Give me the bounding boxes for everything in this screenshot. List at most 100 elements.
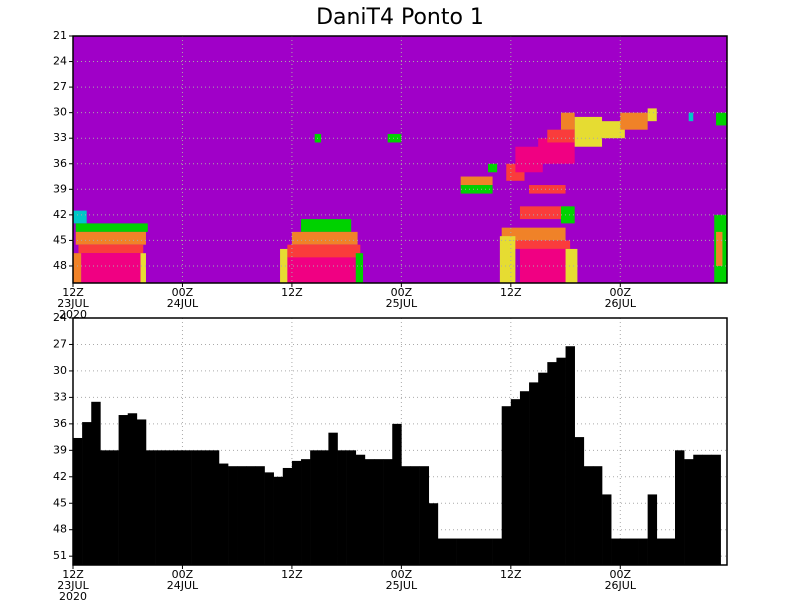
bar: [291, 460, 302, 565]
x-tick-label: 12Z: [281, 286, 303, 299]
bar: [665, 538, 676, 565]
bar: [446, 538, 457, 565]
x-tick-label: 12Z: [281, 568, 303, 581]
heat-cell: [547, 129, 575, 143]
y-tick-label: 21: [53, 29, 67, 42]
bar: [82, 422, 92, 565]
bar: [656, 538, 667, 565]
heat-cell: [519, 206, 571, 220]
heat-cell: [515, 240, 571, 249]
bar: [182, 450, 192, 565]
heat-cell: [287, 257, 356, 283]
y-tick-label: 27: [53, 80, 67, 93]
chart-title: DaniT4 Ponto 1: [316, 5, 484, 30]
heat-cell: [488, 163, 498, 173]
bar: [428, 503, 439, 565]
y-tick-label: 51: [53, 549, 67, 562]
bar: [437, 538, 448, 565]
x-tick-label: 00Z 24JUL: [167, 568, 199, 592]
y-tick-label: 30: [53, 106, 67, 119]
bar: [319, 450, 329, 565]
bar: [392, 423, 402, 565]
bar: [556, 357, 566, 565]
y-tick-label: 39: [53, 443, 67, 456]
y-tick-label: 36: [53, 157, 67, 170]
heat-cell: [560, 112, 575, 130]
bar: [109, 450, 119, 565]
heat-cell: [73, 210, 87, 224]
bar: [301, 459, 311, 565]
bar: [337, 450, 347, 565]
heat-cell: [291, 231, 358, 245]
y-tick-label: 48: [53, 523, 67, 536]
bar: [410, 466, 420, 565]
bar: [629, 538, 639, 565]
bar: [145, 450, 156, 565]
bar: [538, 372, 548, 565]
x-tick-label: 00Z 26JUL: [605, 286, 637, 310]
bar: [200, 450, 211, 565]
bar: [592, 466, 603, 565]
bar: [711, 454, 721, 565]
bar: [118, 415, 129, 565]
bar: [328, 432, 338, 565]
heat-cell: [560, 206, 575, 224]
bar: [73, 437, 83, 565]
bar: [355, 454, 366, 565]
heat-cell: [688, 112, 694, 122]
heat-cell: [78, 244, 144, 254]
bar: [483, 538, 493, 565]
heat-cell: [301, 219, 352, 232]
bar: [264, 472, 274, 565]
bar: [492, 538, 503, 565]
heat-cell: [583, 121, 625, 139]
heat-cell: [280, 248, 288, 283]
bar: [638, 538, 648, 565]
bar: [401, 466, 411, 565]
bar: [574, 437, 585, 565]
bar: [136, 419, 147, 565]
heat-cell: [73, 253, 82, 283]
bar: [100, 450, 110, 565]
bar: [164, 450, 174, 565]
bar: [620, 538, 630, 565]
x-tick-label: 12Z: [500, 568, 522, 581]
x-tick-label: 12Z 23JUL 2020: [57, 568, 89, 600]
bar: [282, 467, 293, 565]
heat-cell: [355, 253, 364, 283]
heat-cell: [716, 231, 723, 266]
y-tick-label: 33: [53, 131, 67, 144]
y-tick-label: 42: [53, 470, 67, 483]
bar: [602, 494, 612, 565]
bar: [611, 538, 621, 565]
bar: [465, 538, 475, 565]
heat-cell: [529, 185, 566, 194]
heat-cell: [75, 223, 148, 232]
heat-cell: [519, 248, 566, 283]
bar: [310, 450, 320, 565]
y-tick-label: 33: [53, 390, 67, 403]
bar: [273, 476, 284, 565]
bar: [209, 450, 220, 565]
bar: [218, 463, 229, 565]
y-tick-label: 24: [53, 311, 67, 324]
y-tick-label: 48: [53, 259, 67, 272]
plot-area: [73, 108, 727, 283]
bar: [510, 399, 521, 565]
bar: [173, 450, 183, 565]
heat-cell: [387, 133, 402, 143]
heat-cell: [75, 231, 146, 245]
plot-border: [72, 317, 728, 566]
heat-cell: [460, 176, 493, 186]
bar: [693, 454, 703, 565]
plot-area: [73, 346, 721, 565]
x-tick-label: 00Z 25JUL: [386, 286, 418, 310]
bar: [456, 538, 466, 565]
x-tick-label: 12Z: [500, 286, 522, 299]
bar: [647, 494, 658, 565]
heat-cell: [716, 112, 727, 126]
y-tick-label: 27: [53, 337, 67, 350]
bar: [419, 466, 430, 565]
